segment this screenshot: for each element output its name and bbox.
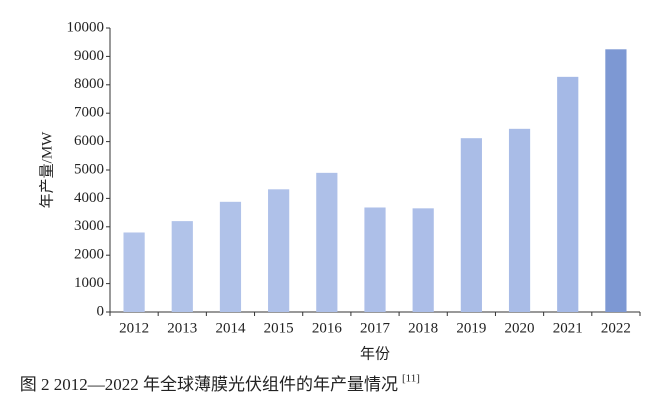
- bar: [123, 232, 145, 312]
- x-axis-label: 年份: [360, 345, 390, 362]
- y-tick-label: 9000: [74, 48, 104, 64]
- bar: [364, 207, 386, 312]
- y-tick-label: 4000: [74, 190, 104, 206]
- x-tick-label: 2022: [601, 320, 631, 336]
- bar: [268, 189, 290, 312]
- x-tick-label: 2017: [360, 320, 391, 336]
- y-tick-label: 6000: [74, 133, 104, 149]
- bar: [316, 172, 338, 312]
- x-tick-label: 2018: [408, 320, 438, 336]
- y-tick-label: 5000: [74, 161, 104, 177]
- caption: 图 2 2012—2022 年全球薄膜光伏组件的年产量情况: [20, 375, 398, 394]
- y-tick-label: 0: [97, 303, 105, 319]
- y-tick-label: 2000: [74, 247, 104, 263]
- bar: [412, 208, 434, 312]
- bar: [171, 221, 193, 312]
- y-tick-label: 3000: [74, 218, 104, 234]
- bar: [605, 49, 627, 313]
- y-tick-label: 8000: [74, 76, 104, 92]
- bar: [508, 128, 531, 312]
- bar: [219, 201, 242, 312]
- x-tick-label: 2020: [505, 320, 535, 336]
- x-tick-label: 2016: [312, 320, 343, 336]
- bar: [460, 138, 482, 312]
- x-tick-label: 2013: [167, 320, 197, 336]
- x-tick-label: 2012: [119, 320, 149, 336]
- y-tick-label: 10000: [67, 19, 105, 35]
- y-tick-label: 7000: [74, 105, 104, 121]
- y-tick-label: 1000: [74, 275, 104, 291]
- x-tick-label: 2015: [264, 320, 294, 336]
- caption-ref: [11]: [402, 373, 420, 385]
- x-tick-label: 2021: [553, 320, 583, 336]
- x-tick-label: 2014: [215, 320, 246, 336]
- bar: [557, 76, 579, 313]
- y-axis-label: 年产量/MW: [38, 131, 55, 209]
- x-tick-label: 2019: [456, 320, 486, 336]
